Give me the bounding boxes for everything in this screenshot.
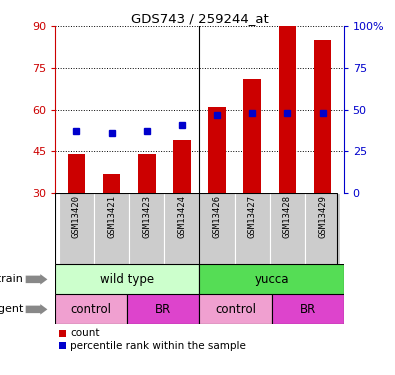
- Bar: [278, 26, 296, 193]
- Text: count: count: [70, 328, 100, 338]
- Text: BR: BR: [299, 303, 316, 316]
- Text: agent: agent: [0, 304, 24, 314]
- Bar: [199, 294, 272, 324]
- Bar: [103, 174, 120, 193]
- Bar: [138, 154, 156, 193]
- Bar: [164, 193, 199, 264]
- Bar: [199, 193, 235, 264]
- Bar: [235, 193, 270, 264]
- Text: percentile rank within the sample: percentile rank within the sample: [70, 341, 246, 351]
- Bar: [270, 193, 305, 264]
- Bar: [55, 264, 199, 294]
- Text: strain: strain: [0, 274, 24, 284]
- Text: GSM13424: GSM13424: [177, 195, 186, 238]
- Bar: [127, 294, 199, 324]
- Text: yucca: yucca: [254, 273, 289, 286]
- Bar: [129, 193, 164, 264]
- Bar: [272, 294, 344, 324]
- Bar: [173, 140, 191, 193]
- Bar: [199, 264, 344, 294]
- Bar: [243, 79, 261, 193]
- Bar: [208, 107, 226, 193]
- Bar: [68, 154, 85, 193]
- Text: GSM13429: GSM13429: [318, 195, 327, 238]
- Text: GSM13428: GSM13428: [283, 195, 292, 238]
- Bar: [314, 40, 331, 193]
- Bar: [94, 193, 129, 264]
- Bar: [305, 193, 340, 264]
- Text: GSM13426: GSM13426: [213, 195, 222, 238]
- Title: GDS743 / 259244_at: GDS743 / 259244_at: [131, 12, 268, 25]
- Text: BR: BR: [155, 303, 171, 316]
- Text: GSM13420: GSM13420: [72, 195, 81, 238]
- Text: GSM13421: GSM13421: [107, 195, 116, 238]
- Text: control: control: [215, 303, 256, 316]
- Text: GSM13427: GSM13427: [248, 195, 257, 238]
- Bar: [59, 193, 94, 264]
- Text: control: control: [71, 303, 112, 316]
- Bar: [55, 294, 127, 324]
- Text: wild type: wild type: [100, 273, 154, 286]
- Text: GSM13423: GSM13423: [142, 195, 151, 238]
